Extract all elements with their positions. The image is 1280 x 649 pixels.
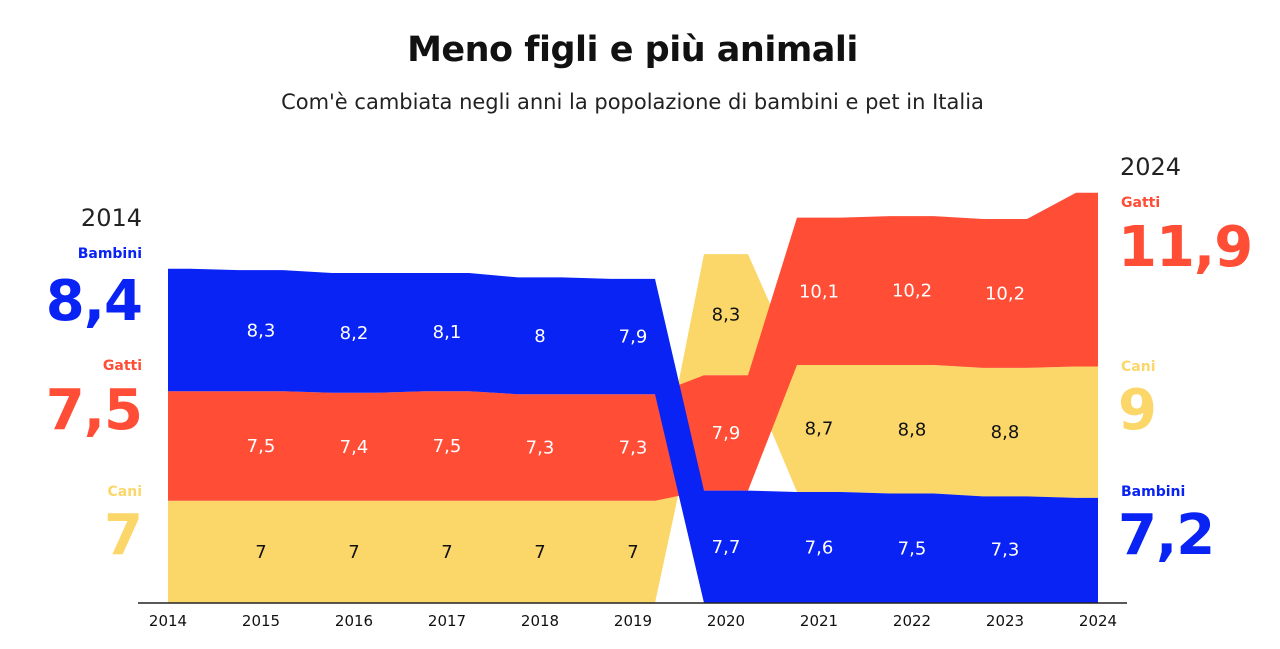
- left-label-cani: Cani: [107, 484, 143, 500]
- data-label-bambini-2020: 7,7: [712, 537, 741, 558]
- x-tick-2016: 2016: [335, 612, 373, 630]
- data-label-cani-2022: 8,8: [898, 419, 927, 440]
- data-label-bambini-2017: 8,1: [433, 322, 462, 343]
- data-label-gatti-2022: 10,2: [892, 281, 932, 302]
- chart-title: Meno figli e più animali: [407, 30, 858, 70]
- area-gatti: [168, 192, 1098, 501]
- left-year: 2014: [80, 204, 142, 232]
- data-label-gatti-2020: 7,9: [712, 423, 741, 444]
- data-label-gatti-2021: 10,1: [799, 281, 839, 302]
- left-label-bambini: Bambini: [77, 246, 142, 262]
- data-label-bambini-2016: 8,2: [340, 323, 369, 344]
- data-label-cani-2023: 8,8: [991, 422, 1020, 443]
- area-layers: [168, 192, 1098, 603]
- x-axis-ticks: 2014 2015 2016 2017 2018 2019 2020 2021 2022 2023…: [149, 612, 1117, 630]
- data-label-cani-2018: 7: [534, 542, 545, 563]
- x-tick-2023: 2023: [986, 612, 1024, 630]
- data-label-cani-2017: 7: [441, 542, 452, 563]
- data-label-bambini-2021: 7,6: [805, 538, 834, 559]
- data-label-gatti-2016: 7,4: [340, 437, 369, 458]
- left-label-gatti: Gatti: [102, 358, 142, 374]
- x-tick-2014: 2014: [149, 612, 187, 630]
- right-value-cani: 9: [1118, 378, 1157, 443]
- data-label-cani-2020: 8,3: [712, 305, 741, 326]
- data-label-gatti-2017: 7,5: [433, 436, 462, 457]
- right-year: 2024: [1120, 153, 1182, 181]
- data-label-gatti-2023: 10,2: [985, 284, 1025, 305]
- data-label-bambini-2015: 8,3: [247, 321, 276, 342]
- x-tick-2017: 2017: [428, 612, 466, 630]
- data-label-cani-2015: 7: [255, 542, 266, 563]
- x-tick-2024: 2024: [1079, 612, 1117, 630]
- x-tick-2022: 2022: [893, 612, 931, 630]
- data-label-bambini-2023: 7,3: [991, 540, 1020, 561]
- data-label-gatti-2019: 7,3: [619, 438, 648, 459]
- left-value-gatti: 7,5: [45, 378, 143, 443]
- data-label-bambini-2022: 7,5: [898, 538, 927, 559]
- x-tick-2019: 2019: [614, 612, 652, 630]
- x-tick-2015: 2015: [242, 612, 280, 630]
- x-tick-2018: 2018: [521, 612, 559, 630]
- data-label-bambini-2018: 8: [534, 326, 545, 347]
- data-label-gatti-2015: 7,5: [247, 436, 276, 457]
- right-value-gatti: 11,9: [1118, 215, 1253, 280]
- chart-subtitle: Com'è cambiata negli anni la popolazione…: [281, 90, 984, 114]
- right-value-bambini: 7,2: [1118, 503, 1215, 568]
- right-label-gatti: Gatti: [1121, 195, 1161, 211]
- right-label-cani: Cani: [1121, 359, 1156, 375]
- x-tick-2020: 2020: [707, 612, 745, 630]
- data-label-bambini-2019: 7,9: [619, 327, 648, 348]
- data-label-cani-2016: 7: [348, 542, 359, 563]
- data-label-cani-2019: 7: [627, 542, 638, 563]
- left-value-cani: 7: [104, 503, 143, 568]
- x-tick-2021: 2021: [800, 612, 838, 630]
- data-labels: 8,3 8,2 8,1 8 7,9 7,7 7,6 7,5 7,3 7,5 7,4 7,5 7,3 7,3…: [247, 281, 1025, 563]
- area-bambini: [168, 268, 1098, 603]
- area-cani: [168, 254, 1098, 603]
- data-label-cani-2021: 8,7: [805, 419, 834, 440]
- right-label-bambini: Bambini: [1121, 484, 1186, 500]
- left-value-bambini: 8,4: [45, 269, 143, 334]
- data-label-gatti-2018: 7,3: [526, 438, 555, 459]
